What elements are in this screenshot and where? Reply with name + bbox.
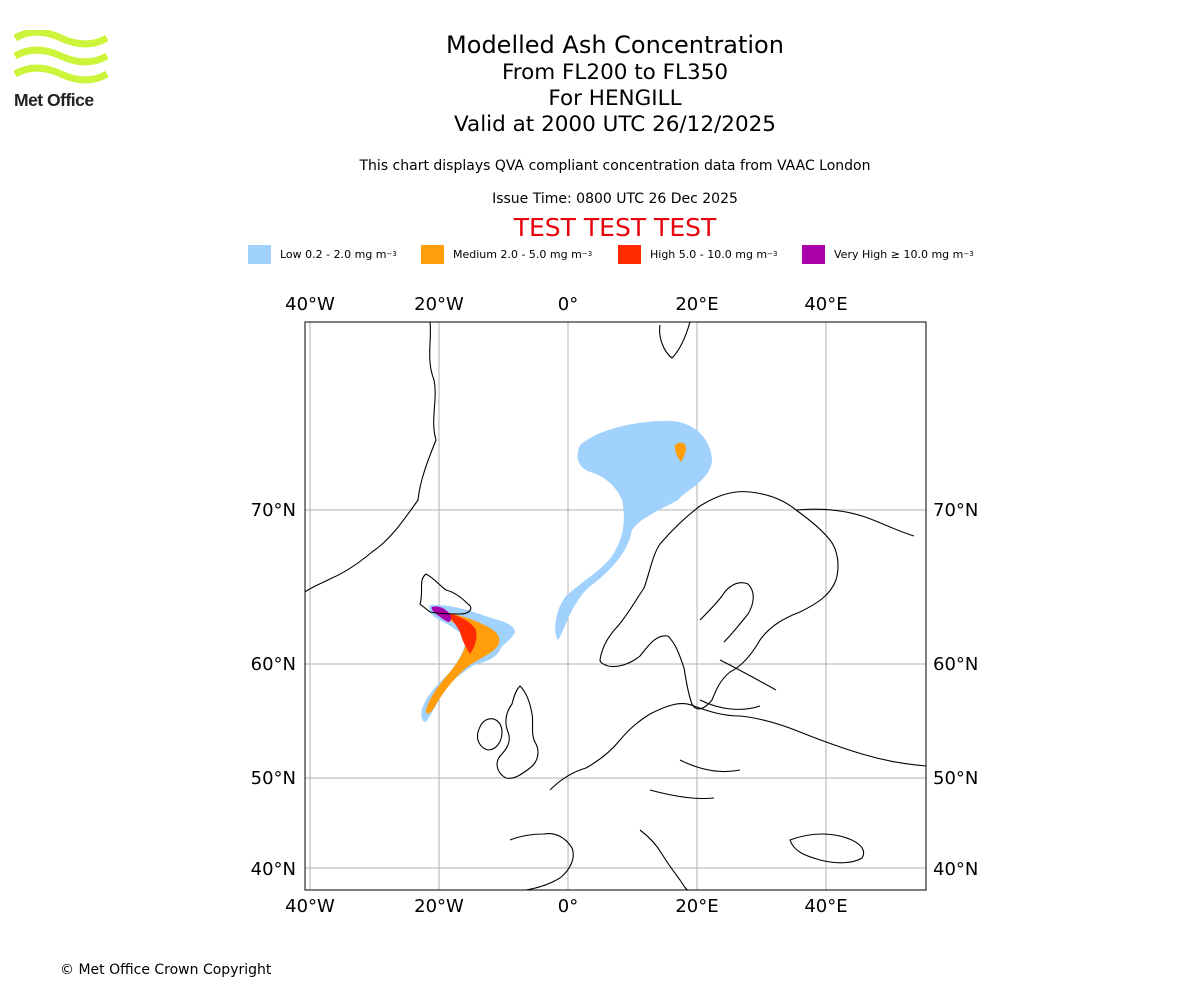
graticule (305, 322, 926, 890)
coast-ireland (476, 718, 503, 751)
flight-levels: From FL200 to FL350 (501, 60, 729, 85)
legend-label-high: High 5.0 - 10.0 mg m (650, 247, 768, 261)
legend-unit-very-high: −3 (963, 250, 974, 258)
coast-great-britain (496, 685, 539, 779)
legend-unit-low: −3 (386, 250, 397, 258)
map-frame (304, 321, 927, 891)
border-east-europe (649, 659, 777, 800)
legend-swatch-low (248, 244, 271, 264)
coast-svalbard (659, 322, 691, 359)
test-banner: TEST TEST TEST (513, 213, 717, 242)
lon-label-bottom-0: 0° (558, 896, 578, 917)
lat-label-right-50n: 50°N (933, 768, 978, 789)
legend-unit-high: −3 (767, 250, 778, 258)
lon-label-bottom-40w: 40°W (285, 896, 335, 917)
lon-label-bottom-20w: 20°W (414, 896, 464, 917)
title-block: Modelled Ash Concentration From FL200 to… (0, 30, 1200, 138)
met-office-logo-icon (14, 30, 108, 84)
plume-medium-norway-sea (674, 442, 686, 462)
coast-italy (639, 829, 689, 890)
plume-very-high-iceland (431, 606, 451, 622)
legend-label-very-high: Very High ≥ 10.0 mg m (834, 247, 964, 261)
plume-high-iceland (446, 612, 477, 654)
lon-label-bottom-20e: 20°E (675, 896, 718, 917)
lat-label-right-40n: 40°N (933, 859, 978, 880)
plume-low-norway-sea (555, 420, 712, 640)
legend-swatch-very-high (802, 244, 825, 264)
chart-description: This chart displays QVA compliant concen… (359, 158, 871, 174)
lat-label-right-70n: 70°N (933, 500, 978, 521)
coast-continental-europe (549, 703, 926, 791)
legend-item-low: Low 0.2 - 2.0 mg m −3 (248, 244, 397, 264)
coastlines (305, 322, 926, 890)
ash-plume-iceland (421, 604, 515, 722)
lat-label-left-40n: 40°N (251, 859, 296, 880)
lon-label-top-20w: 20°W (414, 294, 464, 315)
lon-label-bottom-40e: 40°E (804, 896, 847, 917)
coast-greenland (305, 322, 437, 593)
coast-norway-sweden (599, 491, 839, 710)
legend-item-very-high: Very High ≥ 10.0 mg m −3 (802, 244, 974, 264)
lon-label-top-0: 0° (558, 294, 578, 315)
coast-iceland (419, 573, 472, 615)
legend-swatch-high (618, 244, 641, 264)
legend-item-medium: Medium 2.0 - 5.0 mg m −3 (421, 244, 592, 264)
ash-plume-north (555, 420, 712, 640)
valid-time: Valid at 2000 UTC 26/12/2025 (453, 112, 776, 137)
coast-iberia (509, 833, 574, 890)
lat-label-left-60n: 60°N (251, 654, 296, 675)
coast-black-sea (789, 833, 864, 864)
plume-medium-iceland (426, 612, 500, 714)
coast-kola (795, 508, 915, 537)
legend-label-low: Low 0.2 - 2.0 mg m (280, 247, 387, 261)
legend-item-high: High 5.0 - 10.0 mg m −3 (618, 244, 777, 264)
volcano-name: For HENGILL (548, 86, 682, 111)
coast-baltic (699, 582, 754, 643)
chart-title: Modelled Ash Concentration (446, 31, 784, 59)
lon-label-top-40e: 40°E (804, 294, 847, 315)
lat-label-left-50n: 50°N (251, 768, 296, 789)
lat-label-left-70n: 70°N (251, 500, 296, 521)
lon-label-top-40w: 40°W (285, 294, 335, 315)
lat-label-right-60n: 60°N (933, 654, 978, 675)
issue-time: Issue Time: 0800 UTC 26 Dec 2025 (492, 191, 738, 207)
legend-swatch-medium (421, 244, 444, 264)
lon-label-top-20e: 20°E (675, 294, 718, 315)
legend-unit-medium: −3 (581, 250, 593, 258)
logo-text: Met Office (14, 90, 94, 110)
copyright-notice: © Met Office Crown Copyright (60, 962, 272, 978)
legend-label-medium: Medium 2.0 - 5.0 mg m (453, 247, 582, 261)
